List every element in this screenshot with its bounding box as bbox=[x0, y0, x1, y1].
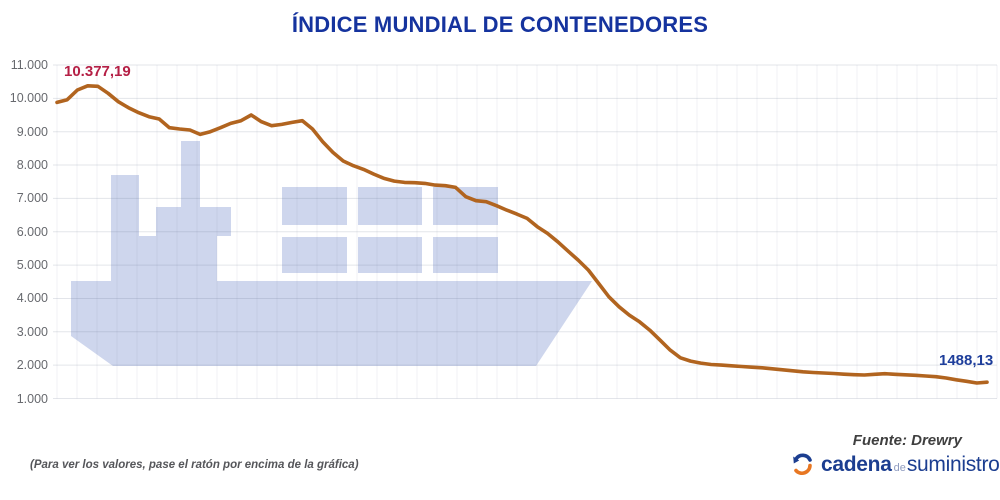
latest-value-label: 1488,13 bbox=[939, 352, 994, 369]
y-axis-label: 11.000 bbox=[10, 58, 48, 72]
logo-word-de: de bbox=[893, 462, 906, 474]
y-axis-label: 7.000 bbox=[16, 191, 48, 206]
cadena-de-suministro-logo[interactable]: cadena de suministro bbox=[791, 450, 1000, 480]
y-axis-label: 10.000 bbox=[9, 91, 48, 106]
logo-word-suministro: suministro bbox=[906, 453, 1000, 476]
vertical-gridlines bbox=[56, 65, 998, 399]
logo-word-cadena: cadena bbox=[821, 453, 892, 476]
peak-value-label: 10.377,19 bbox=[64, 63, 131, 80]
wci-line-series bbox=[55, 84, 989, 385]
hover-hint-text: (Para ver los valores, pase el ratón por… bbox=[30, 459, 359, 471]
source-text: Fuente: Drewry bbox=[852, 432, 962, 449]
y-axis-label: 8.000 bbox=[16, 158, 48, 173]
y-axis-label: 6.000 bbox=[16, 224, 48, 239]
y-axis-label: 5.000 bbox=[16, 258, 48, 273]
y-axis-label: 9.000 bbox=[16, 124, 48, 139]
y-axis-label: 1.000 bbox=[16, 391, 48, 406]
logo-swirl-icon bbox=[793, 453, 812, 475]
y-axis-label: 4.000 bbox=[16, 291, 48, 306]
container-ship-watermark bbox=[71, 141, 592, 366]
y-axis-label: 2.000 bbox=[16, 358, 48, 373]
y-axis-label: 3.000 bbox=[16, 324, 48, 339]
page-title: ÍNDICE MUNDIAL DE CONTENEDORES bbox=[291, 12, 709, 37]
chart-plot-area[interactable] bbox=[53, 60, 997, 400]
